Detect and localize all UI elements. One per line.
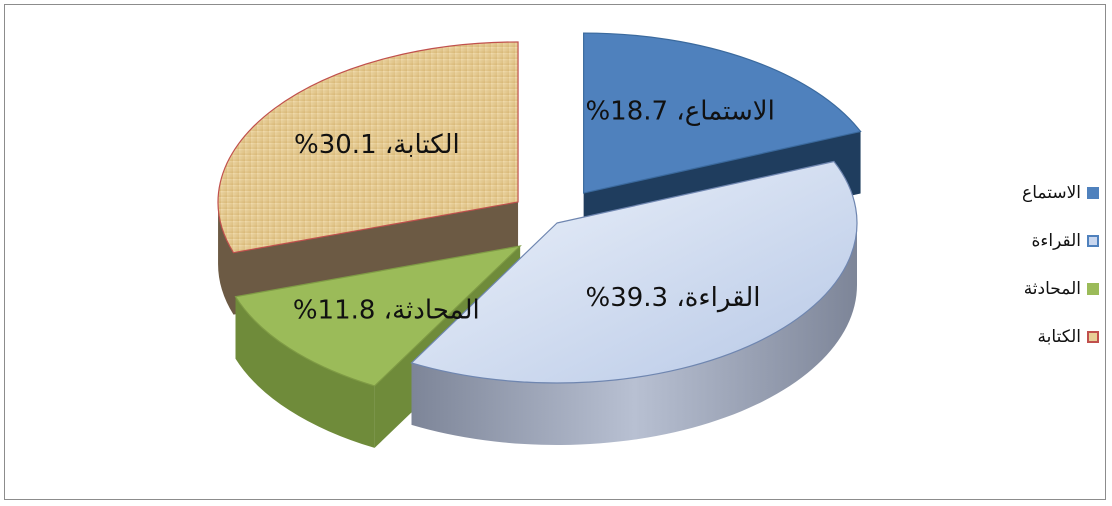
chart-frame: الاستماع، 18.7% الكتابة، 30.1% المحادثة، 1… (4, 4, 1106, 500)
legend-swatch-writing (1087, 331, 1099, 343)
legend-swatch-listening (1087, 187, 1099, 199)
pie-chart: الاستماع، 18.7% الكتابة، 30.1% المحادثة، 1… (5, 5, 1107, 501)
slice-label-speaking: المحادثة، 11.8% (293, 295, 480, 325)
legend-swatch-speaking (1087, 283, 1099, 295)
slice-label-reading: القراءة، 39.3% (585, 283, 760, 313)
legend: الاستماع القراءة المحادثة الكتابة (999, 169, 1099, 361)
legend-swatch-reading (1087, 235, 1099, 247)
legend-label-speaking: المحادثة (1024, 279, 1081, 299)
legend-item-writing: الكتابة (999, 313, 1099, 361)
legend-label-writing: الكتابة (1038, 327, 1081, 347)
legend-label-listening: الاستماع (1022, 183, 1081, 203)
legend-item-reading: القراءة (999, 217, 1099, 265)
legend-item-listening: الاستماع (999, 169, 1099, 217)
slice-label-listening: الاستماع، 18.7% (585, 97, 774, 127)
legend-item-speaking: المحادثة (999, 265, 1099, 313)
legend-label-reading: القراءة (1031, 231, 1081, 251)
slice-label-writing: الكتابة، 30.1% (294, 130, 460, 160)
